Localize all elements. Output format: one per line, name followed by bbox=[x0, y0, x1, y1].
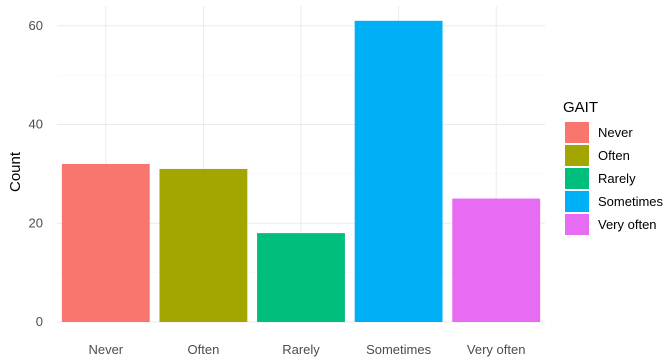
legend-label: Often bbox=[598, 148, 630, 163]
y-tick-label: 60 bbox=[29, 18, 43, 33]
x-tick-label: Very often bbox=[467, 342, 526, 357]
y-axis-ticks: 0 20 40 60 bbox=[29, 18, 43, 329]
bars-group bbox=[61, 20, 541, 322]
legend-swatch bbox=[565, 145, 589, 166]
y-axis-title: Count bbox=[7, 151, 24, 192]
legend-items: Never Often Rarely Sometimes Very often bbox=[565, 122, 664, 235]
legend-swatch bbox=[565, 191, 589, 212]
legend-swatch bbox=[565, 168, 589, 189]
legend-title: GAIT bbox=[563, 99, 598, 116]
bar-sometimes bbox=[354, 20, 443, 322]
bar-very-often bbox=[452, 198, 541, 322]
legend-label: Very often bbox=[598, 217, 657, 232]
legend-swatch bbox=[565, 214, 589, 235]
y-tick-label: 0 bbox=[36, 314, 43, 329]
x-tick-label: Rarely bbox=[282, 342, 320, 357]
y-tick-label: 20 bbox=[29, 215, 43, 230]
bar-never bbox=[61, 164, 150, 322]
bar-often bbox=[159, 168, 248, 322]
legend-swatch bbox=[565, 122, 589, 143]
bar-rarely bbox=[257, 233, 345, 322]
x-tick-label: Often bbox=[188, 342, 220, 357]
x-tick-label: Never bbox=[88, 342, 123, 357]
y-tick-label: 40 bbox=[29, 117, 43, 132]
legend-label: Never bbox=[598, 125, 633, 140]
legend-label: Sometimes bbox=[598, 194, 664, 209]
x-tick-label: Sometimes bbox=[366, 342, 432, 357]
legend: GAIT Never Often Rarely Sometimes Very often bbox=[563, 99, 664, 235]
legend-label: Rarely bbox=[598, 171, 636, 186]
x-axis-ticks: Never Often Rarely Sometimes Very often bbox=[88, 342, 525, 357]
